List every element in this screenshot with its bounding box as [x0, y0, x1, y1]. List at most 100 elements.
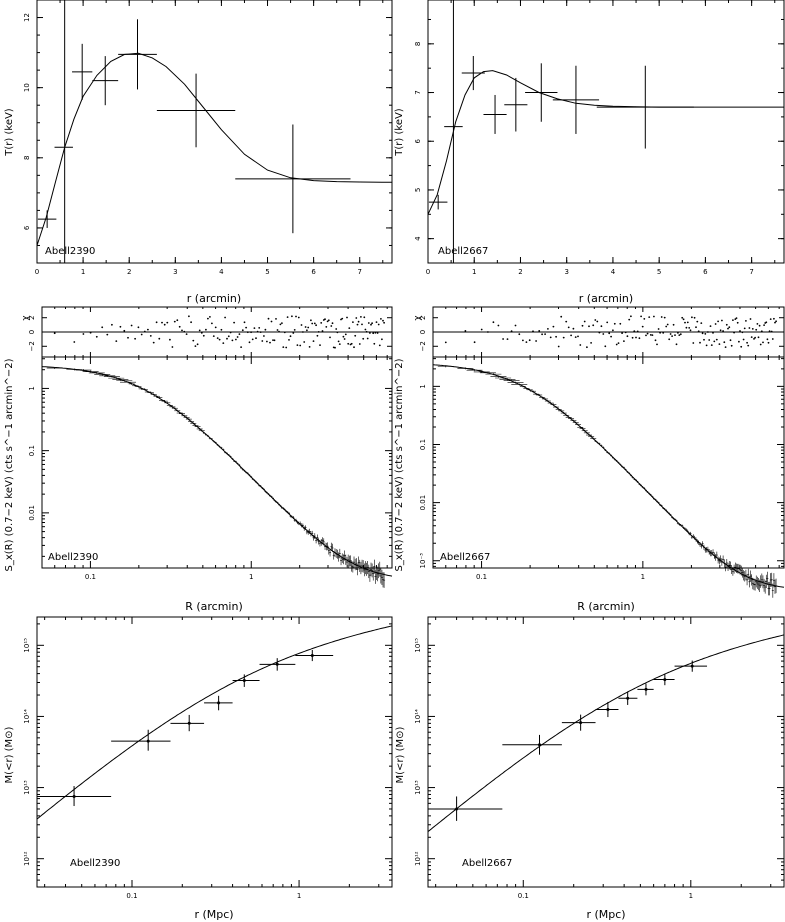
residual-point [214, 326, 217, 329]
residual-point [196, 343, 199, 346]
residual-point [53, 332, 56, 335]
residual-point [760, 330, 763, 333]
residual-point [444, 341, 447, 344]
residual-point [583, 320, 586, 323]
residual-point [134, 337, 137, 340]
residual-point [712, 332, 714, 334]
y-axis-label: M(<r) (M⊙) [395, 726, 406, 783]
residual-point [592, 324, 595, 327]
y-tick-label: 10¹³ [414, 780, 422, 795]
residual-point [723, 341, 726, 344]
y-tick-label: 0.01 [419, 495, 427, 511]
residual-point [263, 335, 265, 337]
residual-point [176, 319, 179, 322]
residual-point [264, 328, 267, 331]
residual-point [192, 339, 195, 342]
plot-frame [427, 0, 785, 264]
residual-point [235, 338, 237, 341]
residual-point [672, 323, 675, 326]
residual-point [570, 334, 572, 337]
residual-point [370, 323, 372, 326]
residual-point [212, 335, 215, 337]
residual-point [679, 333, 682, 336]
residual-point [317, 331, 320, 333]
residual-point [565, 320, 568, 323]
residual-point [315, 324, 317, 327]
residual-point [732, 319, 734, 321]
y-tick-label: 6 [414, 138, 422, 143]
residual-point [668, 338, 671, 341]
residual-point [674, 334, 676, 336]
residual-point [289, 335, 292, 338]
residual-point [341, 317, 344, 320]
residual-point [366, 337, 369, 340]
x-tick-label: 1 [641, 573, 645, 581]
residual-point [727, 327, 729, 330]
residual-point [270, 320, 273, 323]
x-tick-label: 2 [518, 268, 522, 276]
residual-point [487, 331, 489, 333]
residual-point [735, 317, 738, 319]
residual-point [606, 321, 609, 324]
residual-point [649, 334, 652, 336]
residual-point [356, 323, 359, 326]
y-tick-label: 10⁻³ [419, 553, 427, 569]
panel-label: Abell2390 [48, 552, 98, 563]
residual-point [354, 334, 357, 337]
residual-point [348, 327, 351, 329]
x-tick-label: 4 [219, 268, 224, 276]
residual-point [246, 331, 249, 334]
residual-point [248, 341, 251, 344]
residual-point [765, 321, 768, 324]
y-axis-label: T(r) (keV) [4, 108, 15, 157]
residual-point [106, 333, 109, 336]
residual-point [502, 338, 504, 340]
residual-point [285, 346, 288, 349]
x-axis-label: r (Mpc) [194, 908, 233, 921]
residual-point [709, 325, 712, 327]
residual-point [671, 335, 673, 337]
residual-point [293, 329, 296, 331]
residual-point [743, 327, 746, 330]
x-axis-label: R (arcmin) [185, 600, 243, 613]
residual-point [624, 331, 627, 334]
residual-point [171, 346, 174, 348]
x-tick-label: 5 [657, 268, 661, 276]
panel-label: Abell2667 [438, 246, 488, 257]
residual-point [376, 332, 379, 334]
residual-point [663, 316, 666, 319]
x-tick-label: 1 [297, 892, 301, 900]
residual-point [335, 328, 338, 330]
residual-point [681, 316, 684, 319]
residual-point [733, 331, 735, 334]
x-tick-label: 3 [173, 268, 177, 276]
data-point [455, 807, 459, 811]
residual-point [308, 346, 311, 348]
y-tick-label: 10¹⁵ [23, 638, 31, 653]
residual-point [549, 336, 552, 339]
x-tick-label: 0.1 [126, 892, 137, 900]
residual-point [374, 331, 377, 334]
residual-point [738, 340, 740, 343]
residual-point [278, 330, 280, 333]
residual-point [216, 337, 219, 339]
residual-point [659, 331, 661, 334]
residual-point [119, 325, 122, 328]
residual-point [728, 326, 731, 329]
residual-point [766, 338, 769, 341]
x-tick-label: 3 [564, 268, 568, 276]
residual-point [346, 316, 348, 319]
residual-point [256, 330, 259, 333]
residual-point [127, 336, 129, 339]
resid-y-axis-label: χ [413, 315, 423, 320]
residual-point [617, 342, 620, 344]
residual-point [656, 343, 658, 346]
beta-model-curve [41, 366, 393, 577]
residual-point [361, 323, 363, 326]
residual-point [586, 346, 588, 349]
residual-point [320, 322, 323, 324]
residual-point [701, 332, 704, 335]
residual-point [724, 346, 727, 348]
residual-point [675, 343, 678, 346]
residual-point [220, 328, 223, 331]
